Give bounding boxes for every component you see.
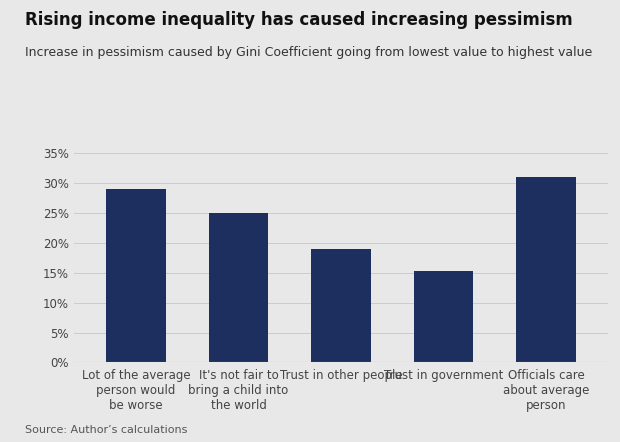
Text: Increase in pessimism caused by Gini Coefficient going from lowest value to high: Increase in pessimism caused by Gini Coe… — [25, 46, 592, 59]
Bar — [516, 177, 576, 362]
Bar — [106, 189, 166, 362]
Text: Source: Author’s calculations: Source: Author’s calculations — [25, 425, 187, 435]
Bar — [209, 213, 268, 362]
Bar — [311, 249, 371, 362]
Text: Rising income inequality has caused increasing pessimism: Rising income inequality has caused incr… — [25, 11, 572, 29]
Bar — [414, 271, 473, 362]
